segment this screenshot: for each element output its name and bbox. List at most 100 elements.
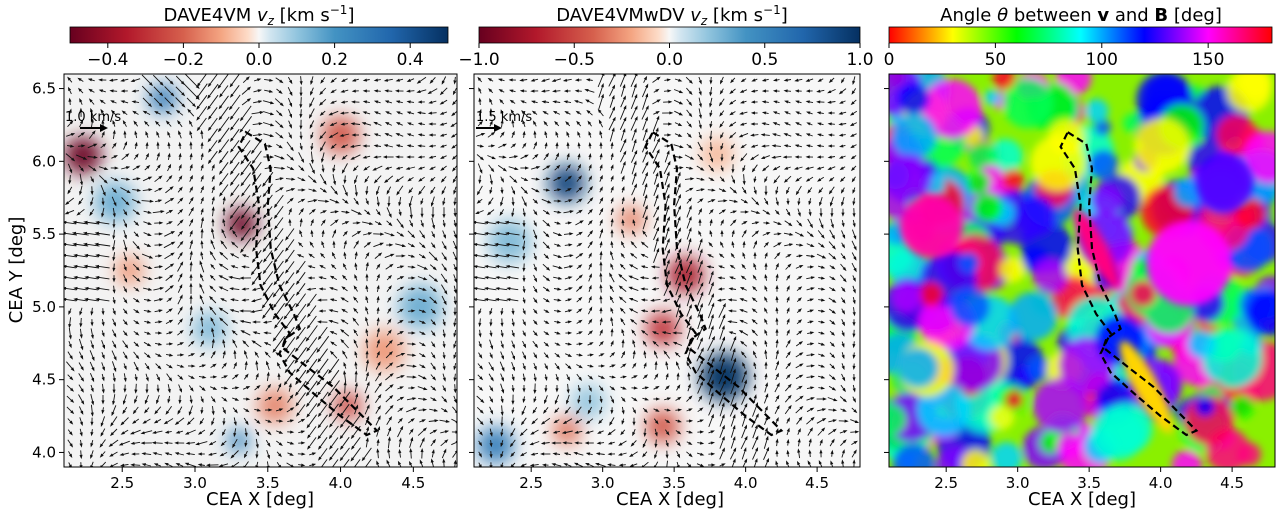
velocity-arrowhead	[170, 263, 175, 267]
velocity-arrowhead	[662, 298, 668, 302]
velocity-arrowhead	[799, 395, 804, 400]
velocity-arrowhead	[564, 111, 569, 115]
velocity-arrowhead	[797, 438, 801, 443]
velocity-arrowhead	[542, 110, 547, 115]
velocity-arrowhead	[189, 329, 194, 334]
velocity-arrow	[184, 74, 200, 89]
velocity-arrowhead	[819, 202, 822, 207]
velocity-arrowhead	[152, 430, 157, 434]
velocity-arrowhead	[678, 270, 681, 275]
velocity-arrowhead	[817, 133, 822, 137]
velocity-arrowhead	[102, 344, 105, 350]
velocity-arrowhead	[70, 410, 75, 415]
velocity-arrowhead	[295, 348, 299, 353]
velocity-arrowhead	[546, 266, 551, 271]
velocity-arrowhead	[750, 100, 756, 104]
velocity-arrowhead	[709, 208, 714, 213]
velocity-arrowhead	[80, 400, 85, 405]
velocity-arrowhead	[331, 251, 336, 257]
velocity-arrowhead	[752, 286, 757, 290]
velocity-arrowhead	[621, 339, 625, 344]
velocity-arrowhead	[755, 221, 760, 225]
velocity-arrowhead	[422, 408, 427, 412]
velocity-arrowhead	[443, 267, 448, 272]
velocity-arrowhead	[247, 86, 252, 91]
velocity-arrowhead	[655, 194, 659, 199]
velocity-arrowhead	[489, 432, 493, 437]
velocity-arrowhead	[279, 408, 284, 412]
velocity-arrowhead	[742, 252, 746, 257]
velocity-arrowhead	[395, 155, 400, 159]
velocity-arrowhead	[732, 210, 738, 214]
velocity-arrowhead	[677, 408, 683, 412]
velocity-arrowhead	[511, 332, 515, 338]
plot-frame-1	[63, 73, 458, 468]
velocity-arrowhead	[311, 463, 317, 467]
velocity-arrowhead	[357, 211, 363, 215]
velocity-arrowhead	[90, 322, 94, 327]
velocity-arrowhead	[189, 305, 193, 310]
velocity-arrowhead	[353, 307, 357, 312]
velocity-arrowhead	[818, 460, 822, 465]
velocity-arrowhead	[366, 381, 370, 386]
velocity-arrowhead	[722, 347, 725, 352]
velocity-arrowhead	[677, 193, 681, 199]
velocity-arrowhead	[599, 197, 604, 202]
velocity-arrowhead	[169, 274, 174, 279]
velocity-arrowhead	[688, 408, 693, 412]
velocity-arrowhead	[720, 157, 724, 162]
velocity-arrowhead	[124, 257, 127, 262]
velocity-arrowhead	[351, 78, 357, 82]
velocity-arrowhead	[765, 200, 769, 206]
velocity-arrow	[316, 335, 330, 353]
velocity-arrows-1	[64, 74, 457, 472]
velocity-arrowhead	[569, 265, 574, 269]
velocity-arrowhead	[699, 430, 705, 434]
velocity-arrowhead	[219, 170, 223, 175]
velocity-arrowhead	[416, 90, 421, 93]
velocity-arrowhead	[610, 410, 614, 415]
velocity-arrowhead	[643, 374, 648, 379]
velocity-arrowhead	[376, 438, 380, 443]
velocity-arrowhead	[556, 365, 560, 370]
velocity-arrowhead	[263, 236, 267, 241]
velocity-arrowhead	[805, 89, 810, 93]
velocity-arrowhead	[251, 170, 256, 176]
velocity-arrowhead	[170, 103, 175, 108]
velocity-arrowhead	[305, 381, 310, 386]
velocity-arrowhead	[764, 252, 768, 257]
velocity-arrowhead	[773, 179, 778, 184]
velocity-arrowhead	[79, 454, 83, 460]
velocity-arrowhead	[135, 255, 140, 260]
velocity-arrowhead	[719, 123, 723, 128]
velocity-arrowhead	[666, 150, 670, 155]
velocity-arrowhead	[212, 386, 218, 390]
velocity-arrowhead	[379, 242, 384, 246]
velocity-arrowhead	[163, 420, 168, 425]
velocity-arrowhead	[285, 269, 289, 274]
velocity-arrowhead	[400, 224, 404, 229]
velocity-arrowhead	[374, 111, 379, 115]
velocity-arrowhead	[279, 102, 284, 107]
velocity-arrowhead	[567, 164, 571, 169]
velocity-arrowhead	[798, 416, 803, 421]
velocity-arrowhead	[739, 309, 744, 313]
velocity-arrow	[317, 358, 329, 374]
velocity-arrowhead	[700, 291, 704, 296]
velocity-arrowhead	[306, 424, 311, 429]
velocity-arrowhead	[720, 229, 724, 234]
velocity-arrowhead	[362, 468, 366, 472]
velocity-arrowhead	[200, 410, 204, 415]
velocity-arrowhead	[764, 285, 768, 290]
velocity-arrowhead	[94, 264, 100, 268]
velocity-arrowhead	[728, 309, 733, 313]
velocity-arrowhead	[92, 167, 97, 172]
velocity-arrowhead	[211, 338, 215, 343]
heatmap-blob	[571, 384, 606, 419]
velocity-arrowhead	[753, 190, 757, 195]
velocity-arrowhead	[710, 391, 714, 397]
velocity-arrowhead	[285, 247, 289, 252]
velocity-arrowhead	[376, 191, 379, 196]
velocity-arrowhead	[541, 78, 546, 82]
velocity-arrowhead	[805, 133, 811, 137]
